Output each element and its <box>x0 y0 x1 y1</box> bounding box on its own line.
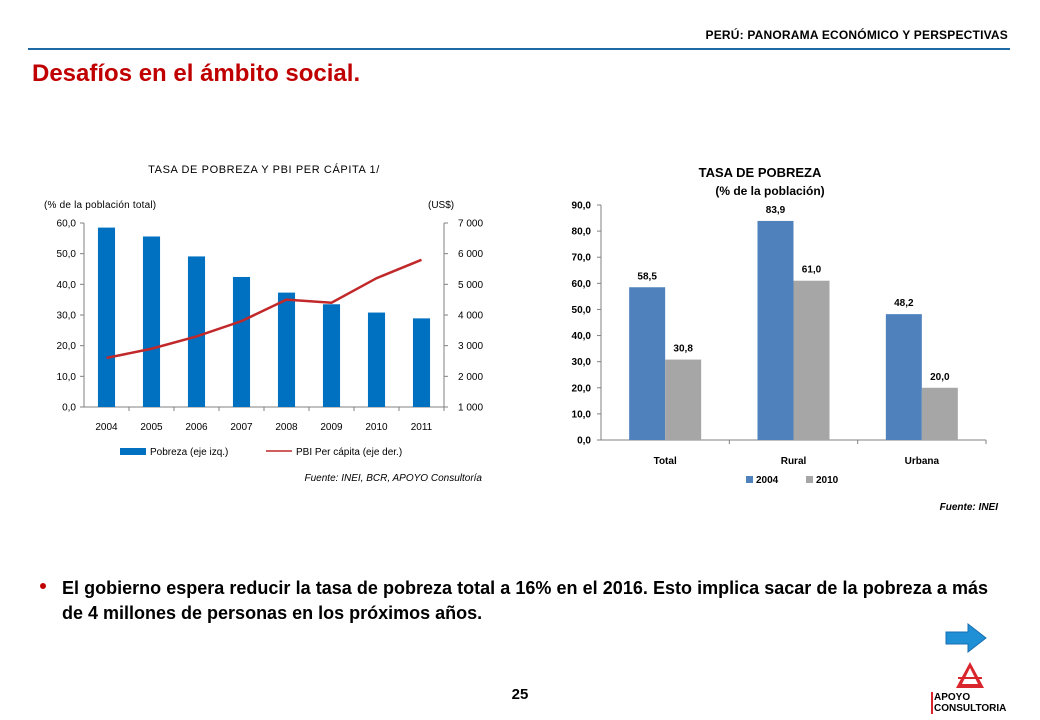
page-number: 25 <box>511 686 529 703</box>
chart1-x-tick-label: 2006 <box>185 422 208 433</box>
chart2-bar-2004 <box>629 287 666 440</box>
chart1-right-tick-label: 6 000 <box>458 249 483 260</box>
chart2-bar-2004 <box>885 314 922 440</box>
chart1-bar <box>232 276 251 407</box>
chart2-legend-swatch-2010 <box>806 476 813 483</box>
chart2-data-label: 83,9 <box>766 205 786 216</box>
chart2-x-tick-label: Rural <box>781 456 807 467</box>
chart2-y-tick-label: 90,0 <box>572 201 592 212</box>
chart2-legend-label-2004: 2004 <box>756 475 779 486</box>
chart1-bar <box>367 312 386 407</box>
logo-line1: APOYO <box>934 692 970 703</box>
chart2-subtitle: (% de la población) <box>715 184 824 198</box>
chart1-left-tick-label: 40,0 <box>57 280 77 291</box>
chart1-line-pbi <box>106 258 422 360</box>
logo-line2: CONSULTORIA <box>934 703 1006 714</box>
chart2-y-tick-label: 40,0 <box>572 331 592 342</box>
chart1-bar <box>277 292 296 407</box>
chart2-legend-label-2010: 2010 <box>816 475 839 486</box>
apoyo-logo: APOYO CONSULTORIA <box>931 662 1006 714</box>
chart1-left-tick-label: 10,0 <box>57 372 77 383</box>
chart1-x-tick-label: 2009 <box>320 422 343 433</box>
chart1-right-tick-label: 1 000 <box>458 403 483 414</box>
chart1-legend-label-line: PBI Per cápita (eje der.) <box>296 447 402 458</box>
chart1-bar <box>322 304 341 407</box>
chart1-x-tick-label: 2011 <box>411 422 433 433</box>
chart2-y-tick-label: 0,0 <box>577 436 591 447</box>
chart1-left-tick-label: 30,0 <box>57 311 77 322</box>
chart2-y-tick-label: 60,0 <box>572 279 592 290</box>
chart1-bar <box>187 256 206 407</box>
chart1-source: Fuente: INEI, BCR, APOYO Consultoría <box>305 473 483 484</box>
chart1-x-tick-label: 2010 <box>365 422 388 433</box>
chart1-x-tick-label: 2004 <box>95 422 118 433</box>
right-arrow-icon[interactable] <box>944 622 988 654</box>
chart1-left-tick-label: 50,0 <box>57 249 77 260</box>
chart2-y-tick-label: 50,0 <box>572 305 592 316</box>
chart2-y-tick-label: 30,0 <box>572 357 592 368</box>
chart1-bar <box>412 318 431 407</box>
chart1-x-tick-label: 2005 <box>140 422 163 433</box>
chart1-left-tick-label: 20,0 <box>57 341 77 352</box>
bullet-dot <box>40 583 46 589</box>
chart2-title: TASA DE POBREZA <box>699 165 822 180</box>
chart1-right-tick-label: 5 000 <box>458 280 483 291</box>
chart1-bar <box>97 227 116 407</box>
chart1-left-tick-label: 0,0 <box>62 403 76 414</box>
chart1-right-tick-label: 4 000 <box>458 311 483 322</box>
chart1-legend-label-bar: Pobreza (eje izq.) <box>150 447 228 458</box>
chart1-x-tick-label: 2007 <box>230 422 253 433</box>
chart1-x-tick-label: 2008 <box>275 422 298 433</box>
chart1-right-tick-label: 3 000 <box>458 341 483 352</box>
chart2-data-label: 20,0 <box>930 372 950 383</box>
chart1-right-axis-label: (US$) <box>428 200 454 211</box>
chart2-bar-2010 <box>665 359 702 440</box>
chart1-legend-swatch-bar <box>120 448 146 455</box>
chart2-data-label: 61,0 <box>802 265 822 276</box>
chart2-data-label: 58,5 <box>637 271 657 282</box>
chart2-bar-2010 <box>793 280 830 440</box>
chart1-bar <box>142 236 161 407</box>
chart2-y-tick-label: 10,0 <box>572 409 592 420</box>
chart1-title: TASA DE POBREZA Y PBI PER CÁPITA 1/ <box>148 163 380 176</box>
chart2-x-tick-label: Urbana <box>905 456 940 467</box>
chart1-right-tick-label: 2 000 <box>458 372 483 383</box>
chart2-x-tick-label: Total <box>654 456 677 467</box>
chart2-bar-2010 <box>921 387 958 440</box>
chart2-y-tick-label: 80,0 <box>572 227 592 238</box>
chart2-data-label: 30,8 <box>673 344 693 355</box>
chart1-right-tick-label: 7 000 <box>458 219 483 230</box>
chart2-bar-2004 <box>757 220 794 440</box>
page-title: Desafíos en el ámbito social. <box>32 60 361 87</box>
chart2-data-label: 48,2 <box>894 298 914 309</box>
logo-mark-icon <box>956 662 984 688</box>
chart1-left-tick-label: 60,0 <box>57 219 77 230</box>
chart1-left-axis-label: (% de la población total) <box>44 200 156 211</box>
bullet-text: El gobierno espera reducir la tasa de po… <box>62 578 988 623</box>
chart2-y-tick-label: 70,0 <box>572 253 592 264</box>
chart2-y-tick-label: 20,0 <box>572 383 592 394</box>
chart2-source: Fuente: INEI <box>940 502 999 513</box>
chart2-legend-swatch-2004 <box>746 476 753 483</box>
header-title: PERÚ: PANORAMA ECONÓMICO Y PERSPECTIVAS <box>705 28 1008 42</box>
header-divider <box>28 48 1010 50</box>
